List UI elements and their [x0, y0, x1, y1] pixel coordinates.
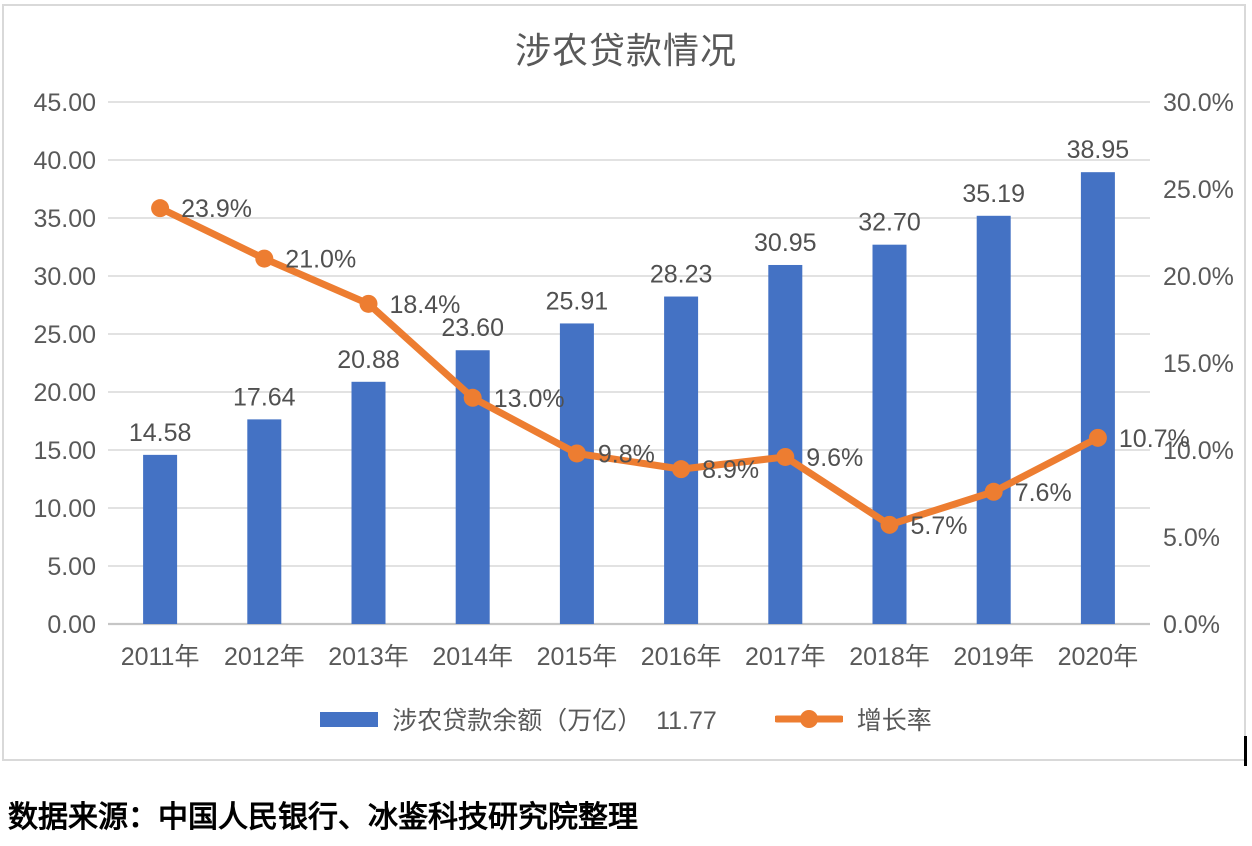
bar-2011年	[143, 454, 178, 624]
bar-2019年	[976, 215, 1011, 624]
bar-data-label: 38.95	[1067, 136, 1130, 164]
bar-2015年	[559, 323, 594, 624]
bar-2013年	[351, 381, 386, 624]
bar-data-label: 25.91	[546, 287, 609, 315]
x-axis-category-label: 2020年	[1058, 643, 1139, 671]
text-cursor-mark	[1244, 736, 1247, 766]
right-axis-tick: 30.0%	[1163, 89, 1234, 117]
chart-legend: 涉农贷款余额（万亿） 11.77 增长率	[0, 702, 1252, 736]
line-marker-2012年	[255, 249, 274, 268]
left-axis-tick: 35.00	[33, 205, 96, 233]
left-axis-tick: 20.00	[33, 379, 96, 407]
right-axis-tick: 15.0%	[1163, 350, 1234, 378]
x-axis-category-label: 2016年	[641, 643, 722, 671]
x-axis-category-label: 2019年	[953, 643, 1034, 671]
line-data-label: 7.6%	[1015, 479, 1072, 507]
bar-data-label: 32.70	[858, 209, 921, 237]
x-axis-category-label: 2013年	[328, 643, 409, 671]
legend-item-line-series: 增长率	[774, 701, 932, 737]
line-data-label: 8.9%	[702, 456, 759, 484]
left-axis-tick: 10.00	[33, 495, 96, 523]
growth-rate-line	[156, 204, 1102, 529]
line-data-label: 21.0%	[285, 246, 356, 274]
x-axis-category-label: 2011年	[121, 643, 200, 671]
right-axis-tick: 0.0%	[1163, 611, 1220, 639]
source-note: 数据来源：中国人民银行、冰鉴科技研究院整理	[8, 801, 638, 834]
line-marker-2020年	[1088, 428, 1107, 447]
line-marker-2011年	[151, 199, 170, 218]
x-axis-category-label: 2015年	[537, 643, 618, 671]
left-axis-tick: 40.00	[33, 147, 96, 175]
x-axis-category-label: 2014年	[432, 643, 513, 671]
right-axis-tick: 5.0%	[1163, 524, 1220, 552]
line-marker-2018年	[880, 515, 899, 534]
line-data-label: 9.6%	[806, 444, 863, 472]
line-data-label: 18.4%	[390, 291, 461, 319]
bar-data-label: 17.64	[233, 383, 296, 411]
line-data-label: 9.8%	[598, 440, 655, 468]
left-axis-tick: 0.00	[47, 611, 96, 639]
line-marker-2015年	[567, 444, 586, 463]
embedded-chart[interactable]	[2, 4, 1246, 761]
line-marker-2014年	[463, 388, 482, 407]
line-data-label: 5.7%	[911, 512, 968, 540]
bar-2018年	[872, 244, 907, 624]
x-axis-category-label: 2017年	[745, 643, 826, 671]
line-marker-2017年	[776, 447, 795, 466]
line-marker-2019年	[984, 482, 1003, 501]
line-data-label: 13.0%	[494, 385, 565, 413]
bar-data-label: 23.60	[441, 314, 504, 342]
line-series-swatch	[774, 710, 843, 728]
bar-data-label: 30.95	[754, 229, 817, 257]
legend-label-line-series: 增长率	[856, 707, 932, 735]
bar-2012年	[247, 419, 282, 624]
left-axis-tick: 15.00	[33, 437, 96, 465]
line-data-label: 23.9%	[181, 195, 252, 223]
line-marker-2016年	[672, 460, 691, 479]
bar-data-label: 14.58	[129, 419, 192, 447]
x-axis-category-label: 2018年	[849, 643, 930, 671]
left-axis-tick: 45.00	[33, 89, 96, 117]
legend-item-bar-series: 涉农贷款余额（万亿） 11.77	[320, 701, 717, 737]
line-data-label: 10.7%	[1119, 425, 1190, 453]
bar-series-swatch	[320, 711, 379, 727]
chart-title: 涉农贷款情况	[514, 30, 737, 71]
left-axis-tick: 5.00	[47, 553, 96, 581]
bar-2020年	[1080, 172, 1115, 624]
left-axis-tick: 25.00	[33, 321, 96, 349]
right-axis-tick: 25.0%	[1163, 176, 1234, 204]
bar-data-label: 35.19	[962, 180, 1025, 208]
right-axis-tick: 20.0%	[1163, 263, 1234, 291]
bar-data-label: 20.88	[337, 346, 400, 374]
x-axis-category-label: 2012年	[224, 643, 305, 671]
line-marker-2013年	[359, 294, 378, 313]
bar-2017年	[768, 264, 803, 624]
legend-label-bar-series: 涉农贷款余额（万亿） 11.77	[392, 707, 717, 735]
bar-data-label: 28.23	[650, 261, 713, 289]
right-axis-tick: 10.0%	[1163, 437, 1234, 465]
left-axis-tick: 30.00	[33, 263, 96, 291]
